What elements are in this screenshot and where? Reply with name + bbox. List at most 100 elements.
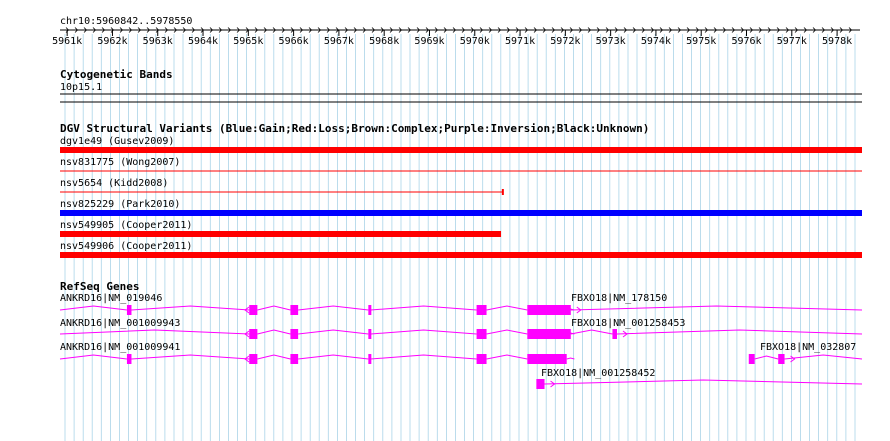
dgv-variant-bar: [60, 210, 862, 216]
gene-strand-arrow: [550, 380, 556, 388]
ruler-arrow: [272, 27, 277, 33]
ruler-arrow: [74, 27, 79, 33]
gene-exon: [290, 329, 299, 339]
ruler-arrow: [173, 27, 178, 33]
gene-intron: [754, 355, 779, 360]
dgv-track-title: DGV Structural Variants (Blue:Gain;Red:L…: [60, 122, 649, 135]
ruler-arrow: [281, 27, 286, 33]
ruler-arrow: [695, 27, 700, 33]
cytoband-label: 10p15.1: [60, 82, 102, 93]
ruler-arrow: [767, 27, 772, 33]
ruler: chr10:5960842..5978550 5961k 5962k 5963k 59…: [52, 16, 860, 47]
gene-exon: [476, 354, 487, 364]
gene-label: FBXO18|NM_001258453: [571, 318, 685, 329]
ruler-arrow: [668, 27, 673, 33]
gene-intron: [570, 329, 613, 335]
gene-label: FBXO18|NM_032807: [760, 342, 856, 353]
refseq-track: RefSeq Genes ANKRD16|NM_019046 FBXO18|NM_…: [59, 280, 863, 389]
gene-exon: [476, 329, 487, 339]
ruler-tick-label: 5973k: [596, 36, 626, 47]
ruler-arrow: [713, 27, 718, 33]
gene-exon: [527, 329, 567, 339]
ruler-arrow: [461, 27, 466, 33]
dgv-variant-bar: [60, 252, 862, 258]
ruler-arrow: [236, 27, 241, 33]
ruler-arrow: [758, 27, 763, 33]
dgv-variant-label: nsv549905 (Cooper2011): [60, 220, 192, 231]
ruler-arrow: [776, 27, 781, 33]
gene-intron: [566, 357, 575, 360]
gene-exon: [612, 329, 617, 339]
ruler-tick-label: 5963k: [143, 36, 173, 47]
ruler-arrow: [686, 27, 691, 33]
ruler-arrow: [731, 27, 736, 33]
ruler-tick-label: 5972k: [550, 36, 580, 47]
ruler-arrow: [434, 27, 439, 33]
ruler-arrow: [362, 27, 367, 33]
gene-label: ANKRD16|NM_001009943: [60, 318, 180, 329]
cytoband-track: Cytogenetic Bands 10p15.1: [60, 68, 862, 103]
ruler-arrow: [848, 27, 853, 33]
ruler-arrow: [470, 27, 475, 33]
ruler-arrow: [614, 27, 619, 33]
ruler-arrow: [821, 27, 826, 33]
ruler-tick-label: 5968k: [369, 36, 399, 47]
ruler-arrow: [659, 27, 664, 33]
gene-strand-arrow: [244, 306, 250, 314]
ruler-arrow: [371, 27, 376, 33]
ruler-arrow: [380, 27, 385, 33]
ruler-ticks: 5961k 5962k 5963k 5964k 5965k 5966k 5967k 5968k…: [52, 30, 852, 47]
ruler-arrow: [425, 27, 430, 33]
ruler-arrow: [119, 27, 124, 33]
ruler-arrow: [488, 27, 493, 33]
ruler-tick-label: 5975k: [686, 36, 716, 47]
gene-exon: [290, 305, 299, 315]
gene-exon: [368, 305, 372, 315]
ruler-arrow: [254, 27, 259, 33]
ruler-arrow: [137, 27, 142, 33]
gene-intron: [486, 329, 528, 335]
ruler-arrow: [722, 27, 727, 33]
gene-exon: [476, 305, 487, 315]
ruler-arrow: [389, 27, 394, 33]
ruler-tick-label: 5976k: [731, 36, 761, 47]
ruler-arrow: [785, 27, 790, 33]
ruler-arrow: [182, 27, 187, 33]
ruler-tick-label: 5961k: [52, 36, 82, 47]
gene-intron: [370, 354, 477, 360]
ruler-arrow: [263, 27, 268, 33]
ruler-arrow: [353, 27, 358, 33]
gene-exon: [565, 329, 571, 339]
gene-intron: [784, 354, 863, 360]
ruler-tick-label: 5966k: [279, 36, 309, 47]
ruler-arrow: [155, 27, 160, 33]
gene-intron: [131, 305, 250, 311]
ruler-arrow: [506, 27, 511, 33]
gene-label: ANKRD16|NM_001009941: [60, 342, 180, 353]
gene-intron: [298, 305, 369, 311]
gene-strand-arrow: [244, 355, 250, 363]
gene-exon: [536, 379, 545, 389]
dgv-variant-label: nsv5654 (Kidd2008): [60, 178, 168, 189]
gene-label: ANKRD16|NM_019046: [60, 293, 162, 304]
ruler-arrow: [551, 27, 556, 33]
ruler-arrow: [398, 27, 403, 33]
dgv-variant-label: nsv549906 (Cooper2011): [60, 241, 192, 252]
gene-strand-arrow: [622, 330, 628, 338]
gene-exon: [126, 354, 132, 364]
gene-intron: [544, 379, 863, 385]
gene-intron: [298, 329, 369, 335]
cytoband-track-title: Cytogenetic Bands: [60, 68, 173, 81]
ruler-arrow: [569, 27, 574, 33]
ruler-arrow: [677, 27, 682, 33]
ruler-arrow: [605, 27, 610, 33]
gene-exon: [527, 305, 567, 315]
ruler-tick-label: 5970k: [460, 36, 490, 47]
ruler-arrow: [209, 27, 214, 33]
ruler-arrow: [497, 27, 502, 33]
ruler-arrow: [416, 27, 421, 33]
ruler-arrow: [101, 27, 106, 33]
dgv-variant-label: dgv1e49 (Gusev2009): [60, 136, 174, 147]
gene-intron: [257, 305, 291, 311]
